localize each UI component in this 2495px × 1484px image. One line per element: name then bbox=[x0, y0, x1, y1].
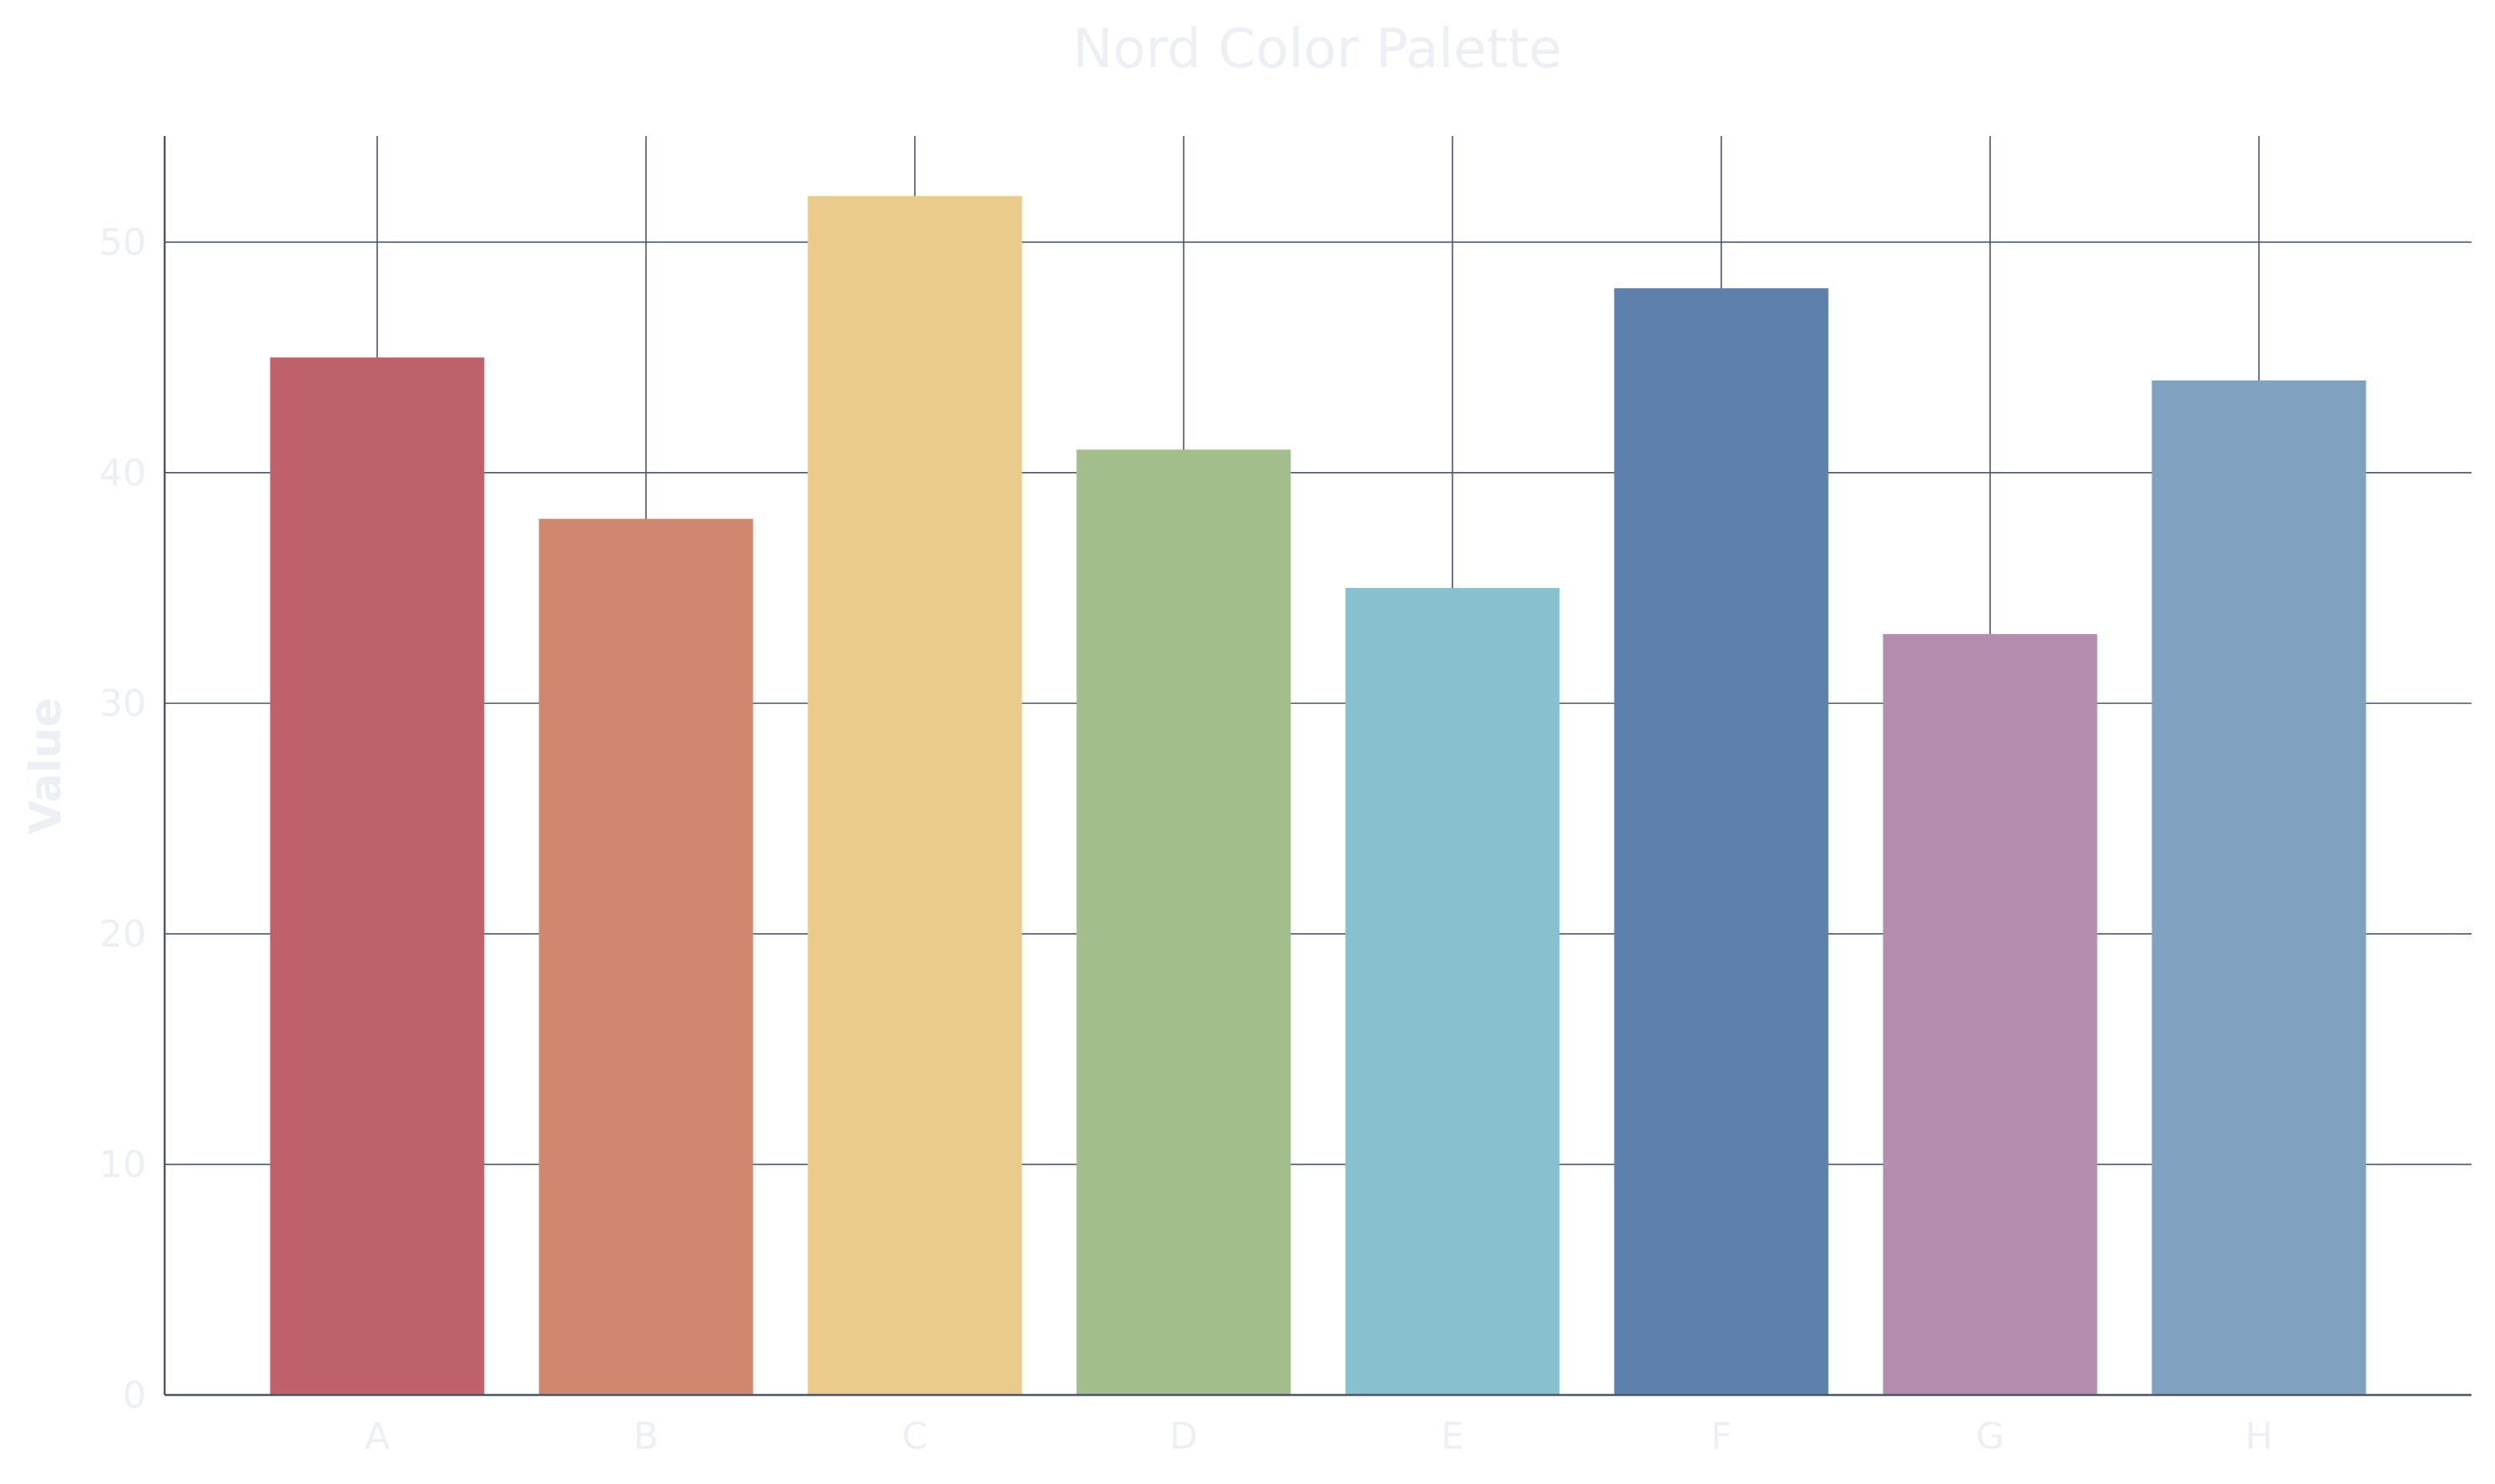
y-axis-label: Value bbox=[21, 698, 71, 835]
y-tick-label: 30 bbox=[99, 682, 146, 725]
bars-layer bbox=[270, 196, 2366, 1396]
y-tick-label: 50 bbox=[99, 221, 146, 264]
y-tick-label: 0 bbox=[123, 1374, 146, 1417]
bar-f bbox=[1614, 288, 1829, 1396]
x-tick-label: D bbox=[1169, 1415, 1198, 1458]
grid-layer bbox=[165, 136, 2471, 1395]
bar-c bbox=[807, 196, 1022, 1395]
bar-a bbox=[270, 357, 485, 1395]
bar-e bbox=[1345, 588, 1560, 1395]
y-tick-labels: 0 10 20 30 40 50 bbox=[99, 221, 146, 1417]
x-tick-label: C bbox=[902, 1415, 928, 1458]
x-tick-label: B bbox=[633, 1415, 659, 1458]
bar-b bbox=[538, 518, 754, 1395]
bar-h bbox=[2151, 380, 2366, 1395]
axes-layer bbox=[163, 136, 2471, 1397]
x-tick-label: H bbox=[2245, 1415, 2272, 1458]
bar-g bbox=[1883, 634, 2098, 1395]
x-tick-label: A bbox=[365, 1415, 390, 1458]
x-tick-label: F bbox=[1710, 1415, 1731, 1458]
chart-title: Nord Color Palette bbox=[1073, 18, 1562, 81]
x-tick-label: G bbox=[1976, 1415, 2004, 1458]
x-tick-labels: A B C D E F G H bbox=[365, 1415, 2273, 1458]
y-tick-label: 20 bbox=[99, 913, 146, 956]
x-tick-label: E bbox=[1441, 1415, 1464, 1458]
y-tick-label: 40 bbox=[99, 452, 146, 495]
y-tick-label: 10 bbox=[99, 1143, 146, 1186]
bar-d bbox=[1076, 449, 1291, 1395]
